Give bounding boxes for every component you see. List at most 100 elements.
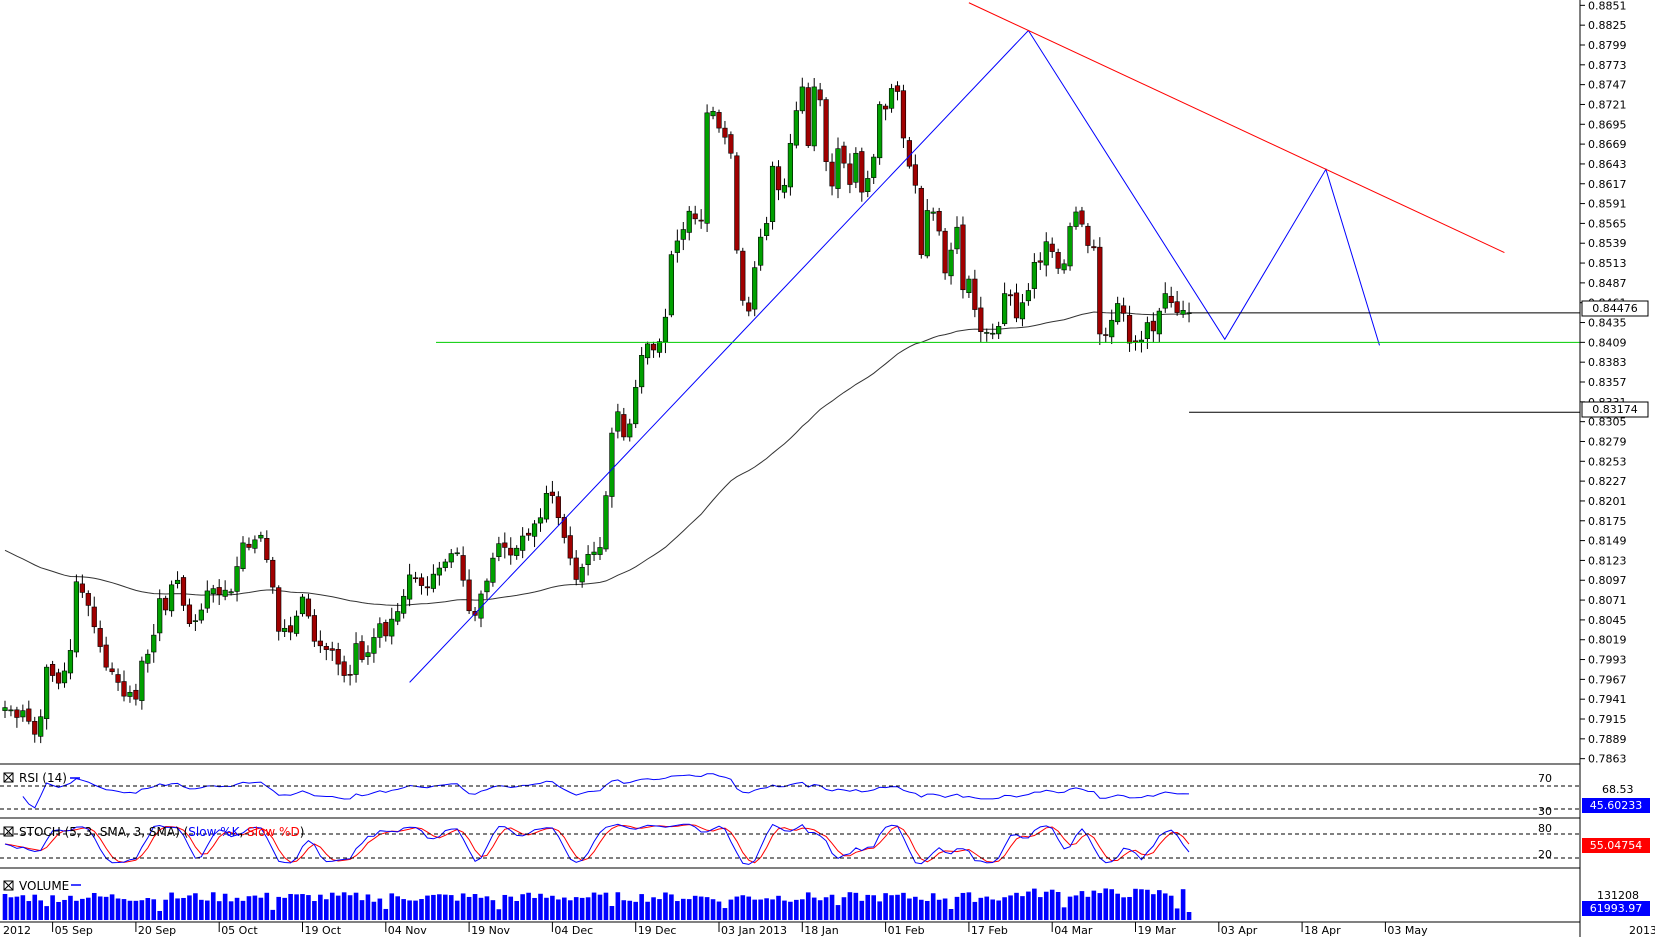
volume-bar	[913, 896, 918, 920]
candle	[817, 82, 823, 107]
volume-bar	[335, 895, 341, 920]
volume-bar	[1097, 893, 1103, 920]
volume-bar	[2, 893, 8, 920]
candle	[549, 480, 555, 504]
candle	[2, 700, 8, 719]
volume-bar	[942, 898, 948, 920]
candle	[1109, 309, 1115, 345]
candle	[728, 131, 734, 159]
volume-bar	[782, 900, 787, 920]
candle	[32, 716, 38, 743]
candle	[1013, 283, 1020, 323]
price-tick-label: 0.8773	[1588, 59, 1627, 72]
rsi-current-value: 45.60233	[1590, 799, 1643, 812]
volume-bar	[359, 900, 365, 920]
volume-bar	[996, 900, 1001, 920]
volume-bar	[1002, 897, 1007, 920]
volume-bar	[794, 899, 799, 920]
price-tick-label: 0.8175	[1588, 515, 1627, 528]
candle	[656, 338, 663, 358]
candle	[1168, 286, 1174, 308]
candle	[299, 593, 306, 617]
date-axis-label: 04 Dec	[554, 924, 593, 937]
volume-bar	[115, 898, 121, 920]
volume-bar	[936, 899, 942, 920]
volume-bar	[157, 910, 162, 920]
volume-bar	[669, 894, 674, 920]
volume-label: VOLUME	[19, 879, 69, 893]
candle	[61, 662, 68, 688]
price-tick-label: 0.7915	[1588, 713, 1627, 726]
price-tick-label: 0.8669	[1588, 138, 1627, 151]
candle	[775, 160, 782, 201]
date-axis-label: 2012	[3, 924, 31, 937]
candle	[692, 205, 698, 225]
volume-bar	[877, 901, 882, 920]
candle	[234, 556, 240, 602]
candle	[1103, 327, 1109, 343]
volume-bar	[252, 895, 258, 920]
candle	[1085, 223, 1091, 254]
volume-bar	[1049, 889, 1055, 920]
price-tick-label: 0.8123	[1588, 554, 1627, 567]
volume-bar	[710, 899, 716, 920]
candle	[591, 541, 597, 561]
volume-bar	[883, 893, 888, 920]
date-axis-label: 17 Feb	[971, 924, 1008, 937]
candle	[466, 569, 472, 614]
volume-bar	[1085, 896, 1091, 920]
volume-bar	[716, 901, 722, 920]
price-tick-label: 0.8851	[1588, 0, 1627, 12]
price-tick-label: 0.8201	[1588, 495, 1627, 508]
price-tick-label: 0.7941	[1588, 693, 1627, 706]
volume-bar	[175, 898, 180, 920]
candle	[127, 685, 133, 703]
candle	[680, 222, 686, 251]
candle	[906, 136, 912, 169]
candle	[317, 630, 323, 653]
date-axis-label: 2013	[1629, 924, 1655, 937]
volume-bar	[395, 896, 400, 920]
volume-bar	[341, 892, 347, 920]
candle	[799, 77, 805, 114]
candle	[353, 632, 359, 683]
candle	[55, 668, 62, 690]
candle	[609, 427, 615, 508]
candle	[186, 598, 193, 627]
rsi-level-70: 70	[1538, 772, 1552, 785]
volume-bar	[425, 895, 430, 920]
candle	[365, 645, 371, 665]
candle	[1150, 312, 1156, 343]
volume-bar	[431, 894, 436, 920]
volume-bar	[1091, 890, 1097, 920]
volume-bar	[924, 900, 930, 920]
volume-bar	[276, 896, 281, 920]
candle	[1121, 297, 1127, 322]
candle	[145, 649, 151, 673]
candle	[859, 147, 865, 202]
candle	[38, 709, 44, 744]
volume-bar	[841, 897, 847, 920]
ma-value: 0.83174	[1592, 403, 1638, 416]
candle	[1115, 296, 1121, 325]
candle	[282, 619, 288, 638]
volume-bar	[508, 896, 514, 920]
volume-bar	[109, 894, 115, 920]
price-tick-label: 0.8513	[1588, 257, 1627, 270]
volume-bar	[300, 894, 305, 920]
stoch-level-80: 80	[1538, 822, 1552, 835]
candle	[603, 491, 609, 552]
date-axis-label: 19 Dec	[638, 924, 677, 937]
candle	[924, 199, 930, 259]
volume-bar	[686, 899, 692, 920]
candle	[222, 580, 228, 601]
candle	[210, 584, 216, 603]
candle	[26, 700, 32, 725]
volume-bar	[1055, 891, 1061, 920]
volume-bar	[318, 894, 323, 920]
volume-bar	[966, 892, 972, 920]
volume-bar	[907, 898, 912, 920]
candle	[14, 706, 20, 728]
candle	[579, 563, 585, 588]
volume-bar	[44, 906, 49, 920]
